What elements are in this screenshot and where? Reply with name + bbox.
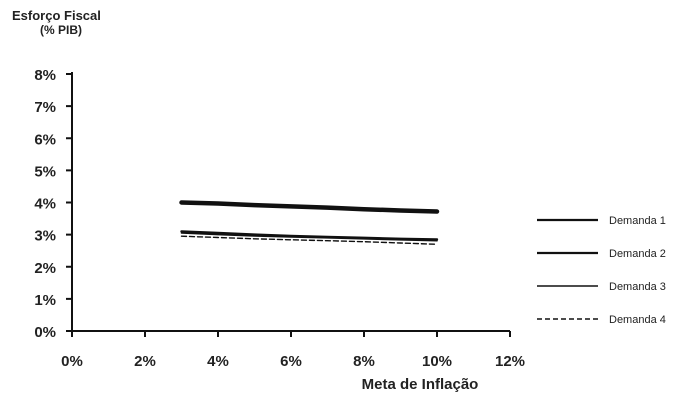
legend-label-3: Demanda 3: [609, 281, 666, 293]
y-axis-title-line2: (% PIB): [40, 23, 82, 37]
y-tick-label: 8%: [34, 67, 56, 84]
x-axis-title: Meta de Inflação: [362, 376, 479, 393]
legend: Demanda 1 Demanda 2 Demanda 3 Demanda 4: [537, 215, 666, 326]
x-tick-label: 12%: [495, 353, 525, 370]
x-tick-label: 6%: [280, 353, 302, 370]
y-tick-label: 4%: [34, 196, 56, 213]
series-line-1: [179, 200, 440, 214]
x-ticks: 0% 2% 4% 6% 8% 10% 12%: [61, 331, 525, 370]
series-line-4: [180, 235, 438, 246]
legend-label-1: Demanda 1: [609, 215, 666, 227]
legend-label-2: Demanda 2: [609, 248, 666, 260]
y-tick-label: 0%: [34, 324, 56, 341]
y-tick-label: 5%: [34, 163, 56, 180]
y-axis-title-line1: Esforço Fiscal: [12, 8, 101, 23]
x-tick-label: 2%: [134, 353, 156, 370]
legend-label-4: Demanda 4: [609, 314, 666, 326]
series-line-2: [180, 230, 439, 241]
x-tick-label: 8%: [353, 353, 375, 370]
y-tick-label: 2%: [34, 260, 56, 277]
y-tick-label: 3%: [34, 228, 56, 245]
x-tick-label: 4%: [207, 353, 229, 370]
y-tick-label: 6%: [34, 131, 56, 148]
y-ticks: 0% 1% 2% 3% 4% 5% 6% 7% 8%: [34, 67, 72, 341]
y-tick-label: 1%: [34, 292, 56, 309]
series-lines: [179, 200, 440, 246]
x-tick-label: 10%: [422, 353, 452, 370]
series-line-3: [180, 232, 438, 242]
x-tick-label: 0%: [61, 353, 83, 370]
y-tick-label: 7%: [34, 99, 56, 116]
